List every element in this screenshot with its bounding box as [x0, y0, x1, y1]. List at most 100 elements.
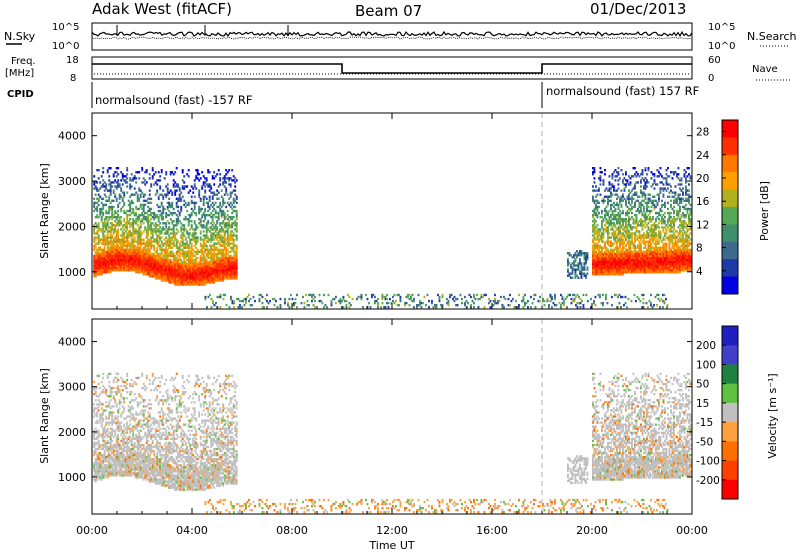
power-cell: [117, 250, 120, 254]
power-cell: [601, 171, 603, 174]
power-cell: [599, 273, 602, 276]
power-cell: [229, 236, 232, 239]
power-cell: [132, 226, 135, 229]
power-cell: [611, 232, 614, 235]
power-cell: [171, 250, 174, 254]
power-cell: [613, 238, 615, 241]
power-cell: [641, 240, 644, 243]
power-cell: [162, 262, 165, 266]
power-cell: [222, 199, 225, 202]
power-cell: [664, 238, 666, 241]
power-cell: [106, 215, 109, 219]
power-cell: [156, 269, 159, 272]
power-cell: [688, 242, 690, 245]
power-cell: [599, 236, 602, 239]
power-cell: [162, 267, 165, 270]
power-cell: [138, 228, 141, 231]
power-cell: [616, 248, 618, 251]
power-cell: [605, 213, 608, 217]
power-cell: [123, 238, 126, 241]
power-cell: [166, 230, 169, 233]
power-cell: [661, 254, 663, 258]
power-cell: [151, 254, 154, 258]
power-cell: [629, 207, 632, 211]
power-cell: [680, 252, 683, 256]
power-cell: [156, 252, 159, 256]
power-cell: [175, 222, 178, 225]
power-cell: [195, 283, 198, 286]
power-cell: [673, 264, 675, 268]
power-cell: [596, 236, 599, 239]
power-cell: [664, 220, 666, 223]
power-cell: [574, 268, 577, 271]
power-cell: [183, 252, 186, 256]
power-cell: [234, 271, 237, 274]
power-cell: [231, 179, 234, 182]
power-cell: [225, 248, 228, 251]
power-cell: [658, 262, 660, 266]
power-cell: [677, 177, 680, 180]
power-cell: [166, 220, 169, 223]
power-cell: [613, 242, 615, 245]
power-cell: [683, 213, 686, 217]
power-cell: [604, 228, 606, 231]
power-cell: [637, 222, 639, 225]
power-cell: [607, 248, 609, 251]
power-cell: [144, 262, 147, 266]
power-cell: [614, 179, 617, 182]
power-cell: [577, 264, 580, 267]
power-cell: [150, 258, 153, 262]
power-cell: [635, 230, 638, 233]
power-cell: [204, 181, 207, 184]
power-cell: [661, 264, 663, 268]
power-cell: [175, 267, 178, 270]
power-cell: [148, 244, 151, 247]
power-cell: [97, 264, 100, 268]
power-cell: [166, 256, 169, 260]
power-cell: [225, 246, 228, 249]
power-cell: [222, 222, 225, 225]
power-cell: [686, 242, 689, 245]
power-cell: [165, 230, 168, 233]
power-cell: [685, 185, 687, 188]
power-cell: [673, 199, 675, 202]
nave-tick-high: 60: [708, 55, 721, 66]
power-cell: [668, 260, 671, 264]
power-cell: [120, 189, 123, 192]
power-cell: [130, 260, 133, 264]
power-cell: [111, 222, 114, 225]
power-cell: [124, 230, 127, 233]
power-cell: [592, 252, 594, 256]
power-cell: [596, 262, 599, 266]
power-cell: [632, 262, 635, 266]
power-cell: [592, 246, 594, 249]
power-cell: [685, 234, 687, 237]
power-cell: [649, 199, 651, 202]
power-cell: [647, 248, 650, 251]
power-cell: [180, 277, 183, 280]
power-cell: [144, 211, 147, 215]
power-cell: [142, 246, 145, 249]
power-cell: [596, 232, 599, 235]
power-cell: [163, 267, 166, 270]
power-cell: [109, 230, 112, 233]
power-cell: [207, 273, 210, 276]
power-cell: [680, 197, 683, 200]
power-cell: [665, 179, 668, 182]
power-cell: [180, 269, 183, 272]
power-cell: [112, 256, 115, 260]
power-cell: [607, 238, 609, 241]
power-cell: [135, 191, 138, 194]
power-cell: [216, 226, 219, 229]
power-cell: [213, 273, 216, 276]
power-cell: [685, 252, 687, 256]
power-cell: [679, 262, 681, 266]
power-cell: [683, 207, 686, 211]
power-cell: [619, 213, 621, 217]
power-cell: [659, 248, 662, 251]
power-cell: [96, 254, 99, 258]
power-cell: [671, 254, 674, 258]
power-cell: [187, 169, 190, 172]
power-cell: [641, 199, 644, 202]
power-cell: [124, 211, 127, 215]
